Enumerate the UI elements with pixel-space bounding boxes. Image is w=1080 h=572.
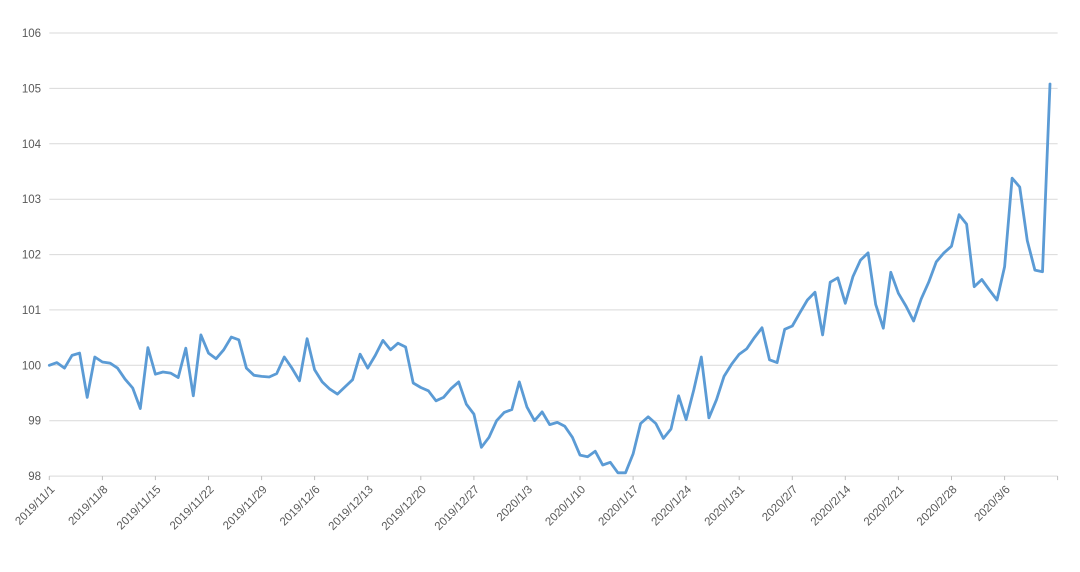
x-axis-tick-label: 2019/12/27 [433, 484, 482, 533]
y-axis-tick-label: 100 [22, 360, 41, 372]
data-series-line [47, 82, 1052, 475]
x-axis-tick-label: 2020/1/17 [597, 484, 642, 529]
x-axis-tick-label: 2019/11/29 [221, 484, 270, 533]
y-axis-tick-label: 105 [22, 83, 41, 95]
x-axis-tick-label: 2020/1/24 [650, 483, 695, 528]
x-axis-tick-label: 2020/2/14 [809, 483, 854, 528]
x-axis-tick-label: 2019/12/13 [327, 484, 376, 533]
y-axis-tick-label: 98 [28, 471, 41, 483]
y-axis-tick-label: 102 [22, 250, 41, 262]
x-axis-tick-label: 2020/1/3 [495, 484, 535, 524]
x-axis-tick-label: 2019/11/8 [66, 484, 110, 528]
y-axis-tick-label: 103 [22, 194, 41, 206]
y-axis-tick-label: 104 [22, 139, 42, 151]
y-axis-tick-label: 99 [28, 416, 41, 428]
x-axis-tick-label: 2019/12/20 [380, 484, 429, 533]
x-axis-tick-label: 2020/3/6 [973, 484, 1013, 524]
x-axis-tick-label: 2019/12/6 [278, 484, 323, 529]
x-axis-tick-label: 2020/2/28 [915, 484, 960, 529]
y-axis-tick-label: 101 [22, 305, 41, 317]
x-axis-tick-label: 2019/11/15 [115, 484, 164, 533]
x-axis-tick-label: 2020/2/7 [760, 484, 800, 524]
x-axis-tick-label: 2020/2/21 [862, 484, 907, 529]
x-axis-tick-label: 2019/11/22 [168, 484, 217, 533]
x-axis-tick-label: 2019/11/1 [13, 484, 57, 528]
y-axis-tick-label: 106 [22, 28, 41, 40]
x-axis-tick-label: 2020/1/31 [703, 484, 748, 529]
x-axis-tick-label: 2020/1/10 [543, 484, 588, 529]
